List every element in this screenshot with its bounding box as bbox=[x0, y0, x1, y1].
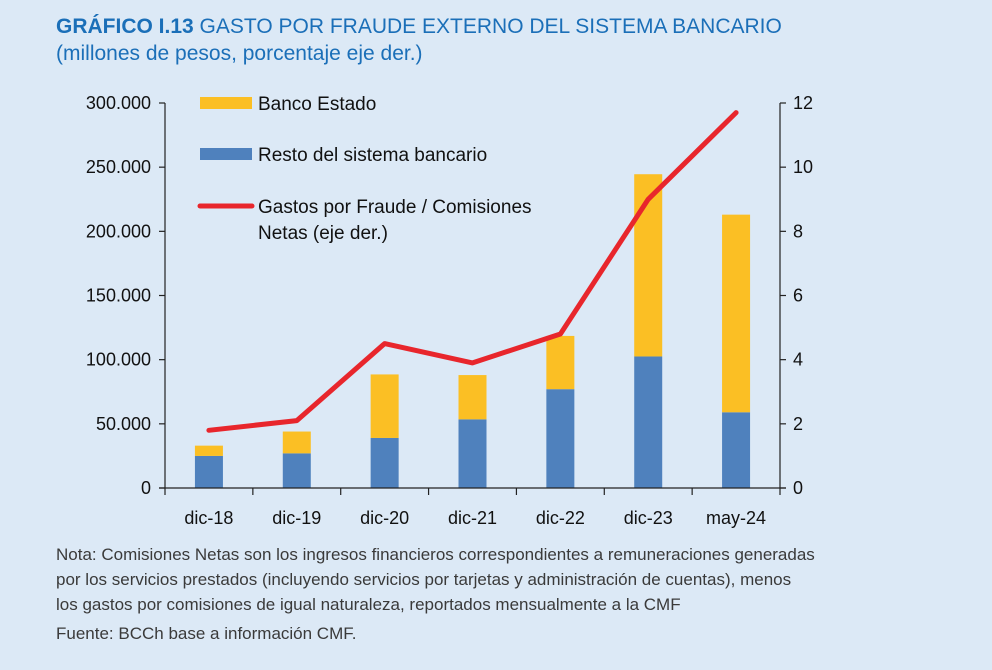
legend-label-gastos-line2: Netas (eje der.) bbox=[258, 223, 388, 244]
chart-number: GRÁFICO I.13 bbox=[56, 15, 194, 38]
right-tick-label: 4 bbox=[793, 350, 803, 370]
bar-banco-estado-dic-22 bbox=[546, 335, 575, 390]
left-tick-label: 300.000 bbox=[86, 93, 151, 113]
right-tick-label: 0 bbox=[793, 478, 803, 498]
x-tick-label: dic-23 bbox=[624, 508, 673, 528]
right-tick-label: 2 bbox=[793, 414, 803, 434]
bar-resto-dic-18 bbox=[194, 455, 223, 488]
chart-subtitle: (millones de pesos, porcentaje eje der.) bbox=[56, 42, 423, 65]
bar-banco-estado-may-24 bbox=[722, 214, 751, 413]
left-tick-label: 0 bbox=[141, 478, 151, 498]
note-line-3: los gastos por comisiones de igual natur… bbox=[56, 595, 681, 614]
bar-resto-dic-20 bbox=[370, 437, 399, 488]
right-tick-label: 12 bbox=[793, 93, 813, 113]
x-tick-label: dic-21 bbox=[448, 508, 497, 528]
right-tick-label: 10 bbox=[793, 157, 813, 177]
chart-title: GRÁFICO I.13 GASTO POR FRAUDE EXTERNO DE… bbox=[56, 13, 986, 40]
left-tick-label: 200.000 bbox=[86, 221, 151, 241]
right-tick-label: 6 bbox=[793, 286, 803, 306]
bar-banco-estado-dic-18 bbox=[194, 445, 223, 456]
chart-title-text: GASTO POR FRAUDE EXTERNO DEL SISTEMA BAN… bbox=[199, 15, 782, 38]
note-line-1: Nota: Comisiones Netas son los ingresos … bbox=[56, 545, 815, 564]
bar-banco-estado-dic-19 bbox=[282, 431, 311, 454]
legend-swatch-resto bbox=[200, 148, 252, 160]
chart: 0 50.000 100.000 150.000 200.000 250.000 300.0… bbox=[86, 93, 813, 528]
x-tick-label: dic-22 bbox=[536, 508, 585, 528]
bar-resto-dic-22 bbox=[546, 389, 575, 488]
legend-label-banco-estado: Banco Estado bbox=[258, 94, 376, 115]
bar-resto-dic-23 bbox=[634, 356, 663, 488]
left-tick-label: 250.000 bbox=[86, 157, 151, 177]
x-tick-label: dic-19 bbox=[272, 508, 321, 528]
bar-resto-may-24 bbox=[722, 412, 751, 488]
bar-resto-dic-21 bbox=[458, 419, 487, 488]
x-tick-label: may-24 bbox=[706, 508, 766, 528]
bar-banco-estado-dic-20 bbox=[370, 374, 399, 438]
legend-label-resto: Resto del sistema bancario bbox=[258, 145, 487, 166]
legend-label-gastos-line1: Gastos por Fraude / Comisiones bbox=[258, 197, 532, 218]
x-tick-label: dic-20 bbox=[360, 508, 409, 528]
chart-source: Fuente: BCCh base a información CMF. bbox=[56, 624, 357, 643]
note-line-2: por los servicios prestados (incluyendo … bbox=[56, 570, 792, 589]
bar-banco-estado-dic-23 bbox=[634, 174, 663, 357]
right-tick-label: 8 bbox=[793, 221, 803, 241]
chart-header: GRÁFICO I.13 GASTO POR FRAUDE EXTERNO DE… bbox=[56, 13, 986, 67]
left-tick-label: 150.000 bbox=[86, 286, 151, 306]
left-tick-label: 50.000 bbox=[96, 414, 151, 434]
legend-swatch-banco-estado bbox=[200, 97, 252, 109]
x-tick-label: dic-18 bbox=[184, 508, 233, 528]
bar-resto-dic-19 bbox=[282, 453, 311, 488]
chart-notes: Nota: Comisiones Netas son los ingresos … bbox=[56, 542, 976, 646]
left-tick-label: 100.000 bbox=[86, 350, 151, 370]
bar-banco-estado-dic-21 bbox=[458, 375, 487, 420]
